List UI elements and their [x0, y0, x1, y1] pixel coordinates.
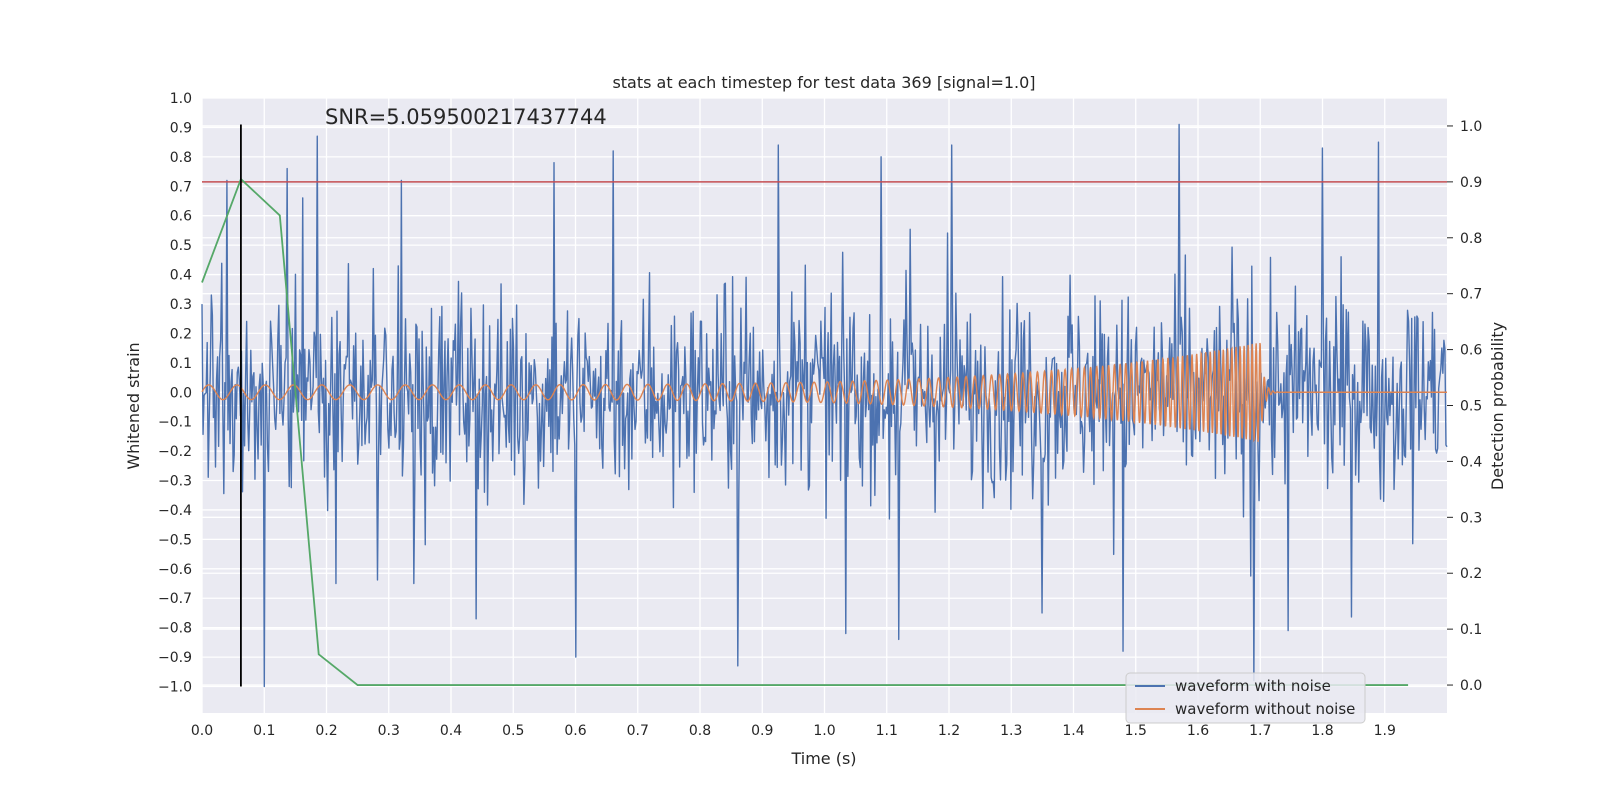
x-tick-label: 1.5 [1125, 723, 1147, 739]
y2-tick-label: 0.7 [1460, 287, 1482, 303]
x-tick-label: 1.0 [813, 723, 835, 739]
x-tick-label: 1.1 [876, 723, 898, 739]
y-tick-label: 0.2 [170, 326, 192, 342]
x-tick-label: 0.9 [751, 723, 773, 739]
chart-title: stats at each timestep for test data 369… [612, 73, 1035, 92]
x-tick-label: 1.3 [1000, 723, 1022, 739]
y-tick-label: 0.7 [170, 179, 192, 195]
y2-tick-label: 0.4 [1460, 454, 1482, 470]
y2-tick-label: 0.0 [1460, 678, 1482, 694]
x-tick-label: 0.1 [253, 723, 275, 739]
x-axis: 0.0 0.1 0.2 0.3 0.4 0.5 0.6 0.7 0.8 0.9 1.0 1.1 1.2 1… [191, 723, 1396, 739]
series-layer [201, 123, 1448, 688]
y-tick-label: −0.6 [158, 562, 192, 578]
series-waveform-without-noise [201, 342, 1447, 443]
y2-tick-label: 0.8 [1460, 231, 1482, 247]
y-tick-label: 0.0 [170, 385, 192, 401]
x-tick-label: 0.8 [689, 723, 711, 739]
x-tick-label: 0.5 [502, 723, 524, 739]
y-tick-label: −0.9 [158, 650, 192, 666]
legend: waveform with noise waveform without noi… [1125, 672, 1366, 724]
series-detection-probability [201, 177, 1409, 686]
x-tick-label: 1.2 [938, 723, 960, 739]
legend-label-noise: waveform with noise [1175, 677, 1331, 695]
x-tick-label: 1.9 [1374, 723, 1396, 739]
y-tick-label: −0.7 [158, 591, 192, 607]
y-tick-label: 1.0 [170, 91, 192, 107]
x-tick-label: 0.2 [315, 723, 337, 739]
x-tick-label: 1.8 [1311, 723, 1333, 739]
legend-box [1125, 672, 1366, 724]
y-tick-label: −0.3 [158, 474, 192, 490]
y-tick-label: 0.1 [170, 356, 192, 372]
y-tick-label: 0.6 [170, 209, 192, 225]
y2-tick-label: 0.9 [1460, 175, 1482, 191]
x-tick-label: 0.0 [191, 723, 213, 739]
x-axis-label: Time (s) [790, 749, 856, 768]
y-tick-label: 0.3 [170, 297, 192, 313]
y-tick-label: 0.8 [170, 150, 192, 166]
x-tick-label: 0.7 [627, 723, 649, 739]
y-tick-label: 0.9 [170, 120, 192, 136]
y-tick-label: −0.4 [158, 503, 192, 519]
y-tick-label: 0.5 [170, 238, 192, 254]
x-tick-label: 1.4 [1062, 723, 1084, 739]
legend-label-clean: waveform without noise [1175, 700, 1355, 718]
y-axis-label: Whitened strain [124, 342, 143, 469]
y-tick-label: −0.2 [158, 444, 192, 460]
y2-tick-label: 0.5 [1460, 399, 1482, 415]
x-tick-label: 0.6 [564, 723, 586, 739]
y-tick-label: −0.8 [158, 621, 192, 637]
y-axis-left: 1.0 0.9 0.8 0.7 0.6 0.5 0.4 0.3 0.2 0.1 0.0 −0.1 −0.… [158, 91, 192, 696]
x-tick-label: 0.3 [378, 723, 400, 739]
y2-tick-label: 0.1 [1460, 622, 1482, 638]
snr-annotation: SNR=5.059500217437744 [325, 105, 607, 129]
x-tick-label: 0.4 [440, 723, 462, 739]
y-tick-label: −0.5 [158, 532, 192, 548]
y2-tick-label: 0.3 [1460, 510, 1482, 526]
x-tick-label: 1.7 [1249, 723, 1271, 739]
y-tick-label: 0.4 [170, 268, 192, 284]
y-tick-label: −1.0 [158, 680, 192, 696]
y2-tick-label: 0.6 [1460, 343, 1482, 359]
y-axis-right: 1.0 0.9 0.8 0.7 0.6 0.5 0.4 0.3 0.2 0.1 0.0 [1447, 119, 1482, 694]
y2-tick-label: 0.2 [1460, 566, 1482, 582]
y2-tick-label: 1.0 [1460, 119, 1482, 135]
y-tick-label: −0.1 [158, 415, 192, 431]
x-tick-label: 1.6 [1187, 723, 1209, 739]
y-axis-right-label: Detection probability [1488, 322, 1507, 490]
